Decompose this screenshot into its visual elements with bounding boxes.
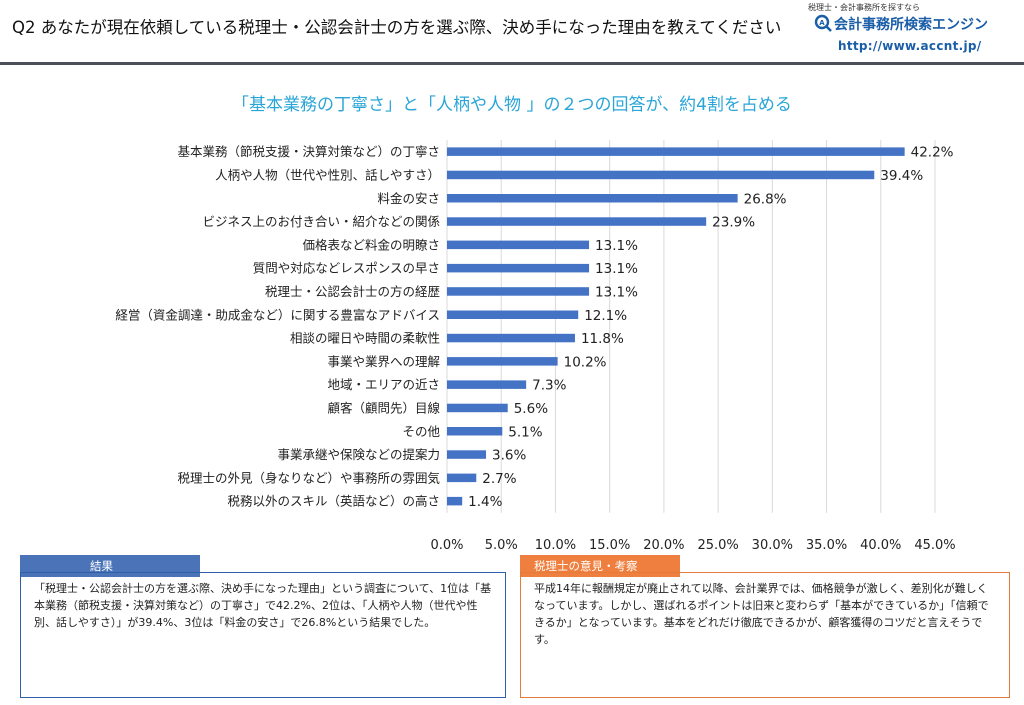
result-text: 「税理士・公認会計士の方を選ぶ際、決め手になった理由」という調査について、1位は… <box>34 582 492 629</box>
bar <box>447 310 579 319</box>
value-label: 7.3% <box>532 378 566 394</box>
value-label: 1.4% <box>468 494 502 510</box>
site-logo[interactable]: 税理士・会計事務所を探すなら A 会計事務所検索エンジン http://www.… <box>800 2 1010 60</box>
bar <box>447 473 477 483</box>
bar <box>447 403 508 413</box>
value-label: 3.6% <box>492 448 526 464</box>
value-label: 26.8% <box>744 191 787 207</box>
category-label: 料金の安さ <box>377 191 440 206</box>
category-label: 税理士の外見（身なりなど）や事務所の雰囲気 <box>177 470 440 485</box>
x-tick-label: 30.0% <box>752 538 793 550</box>
x-tick-label: 15.0% <box>589 538 630 550</box>
bar <box>447 380 527 389</box>
category-label: 地域・エリアの近さ <box>327 377 440 392</box>
header: Q2 あなたが現在依頼している税理士・公認会計士の方を選ぶ際、決め手になった理由… <box>0 0 1024 62</box>
bar-chart: 0.0% 5.0% 10.0% 15.0% 20.0% 25.0% 30.0% 35.0% 40… <box>115 140 956 550</box>
category-label: 顧客（顧問先）目線 <box>327 400 440 415</box>
value-label: 23.9% <box>712 215 755 231</box>
bar <box>447 450 487 459</box>
result-box-tab: 結果 <box>20 555 200 577</box>
category-label: 税務以外のスキル（英語など）の高さ <box>227 494 440 509</box>
bar <box>447 333 575 343</box>
bar <box>447 194 738 203</box>
category-label: 事業承継や保険などの提案力 <box>277 447 440 462</box>
value-label: 13.1% <box>595 238 638 254</box>
value-label: 13.1% <box>595 261 638 277</box>
category-label: 税理士・公認会計士の方の経歴 <box>265 284 440 299</box>
bar <box>447 170 875 180</box>
opinion-text: 平成14年に報酬規定が廃止されて以降、会計業界では、価格競争が激しく、差別化が難… <box>534 582 989 646</box>
bar <box>447 427 503 436</box>
x-tick-label: 40.0% <box>860 538 901 550</box>
value-label: 2.7% <box>482 471 516 487</box>
opinion-box <box>520 572 1010 698</box>
value-label: 13.1% <box>595 284 638 300</box>
category-label: その他 <box>402 424 440 439</box>
category-label: ビジネス上のお付き合い・紹介などの関係 <box>202 214 440 229</box>
bar <box>447 287 590 296</box>
magnifier-logo-icon: A <box>814 14 832 32</box>
category-label: 相談の曜日や時間の柔軟性 <box>290 331 440 346</box>
value-label: 10.2% <box>564 354 607 370</box>
category-label: 基本業務（節税支援・決算対策など）の丁寧さ <box>177 144 440 159</box>
svg-text:A: A <box>819 19 825 27</box>
x-tick-label: 45.0% <box>914 538 955 550</box>
x-tick-label: 20.0% <box>643 538 684 550</box>
category-label: 価格表など料金の明瞭さ <box>302 237 440 252</box>
bar <box>447 240 590 250</box>
value-label: 11.8% <box>581 331 624 347</box>
category-label: 事業や業界への理解 <box>327 354 440 369</box>
bar <box>447 496 463 506</box>
x-tick-label: 25.0% <box>697 538 738 550</box>
x-tick-label: 35.0% <box>806 538 847 550</box>
bar <box>447 357 558 366</box>
header-divider <box>0 62 1024 65</box>
value-label: 5.6% <box>514 401 548 417</box>
bar <box>447 147 905 156</box>
category-label: 質問や対応などレスポンスの早さ <box>253 261 440 276</box>
opinion-box-tab: 税理士の意見・考察 <box>520 555 680 577</box>
bar <box>447 263 590 273</box>
logo-tagline: 税理士・会計事務所を探すなら <box>808 3 920 12</box>
logo-url[interactable]: http://www.accnt.jp/ <box>838 39 982 53</box>
chart-headline: 「基本業務の丁寧さ」と「人柄や人物 」の２つの回答が、約4割を占める <box>232 95 792 115</box>
question-title: Q2 あなたが現在依頼している税理士・公認会計士の方を選ぶ際、決め手になった理由… <box>12 18 782 37</box>
x-tick-label: 5.0% <box>485 538 518 550</box>
value-label: 5.1% <box>508 424 542 440</box>
value-label: 12.1% <box>584 308 627 324</box>
x-tick-label: 0.0% <box>430 538 463 550</box>
category-label: 経営（資金調達・助成金など）に関する豊富なアドバイス <box>115 307 440 322</box>
value-label: 39.4% <box>880 168 923 184</box>
result-box <box>20 572 506 698</box>
x-tick-label: 10.0% <box>535 538 576 550</box>
logo-name: 会計事務所検索エンジン <box>834 17 988 33</box>
value-label: 42.2% <box>911 145 954 161</box>
bar <box>447 217 707 226</box>
category-label: 人柄や人物（世代や性別、話しやすさ） <box>215 167 440 182</box>
